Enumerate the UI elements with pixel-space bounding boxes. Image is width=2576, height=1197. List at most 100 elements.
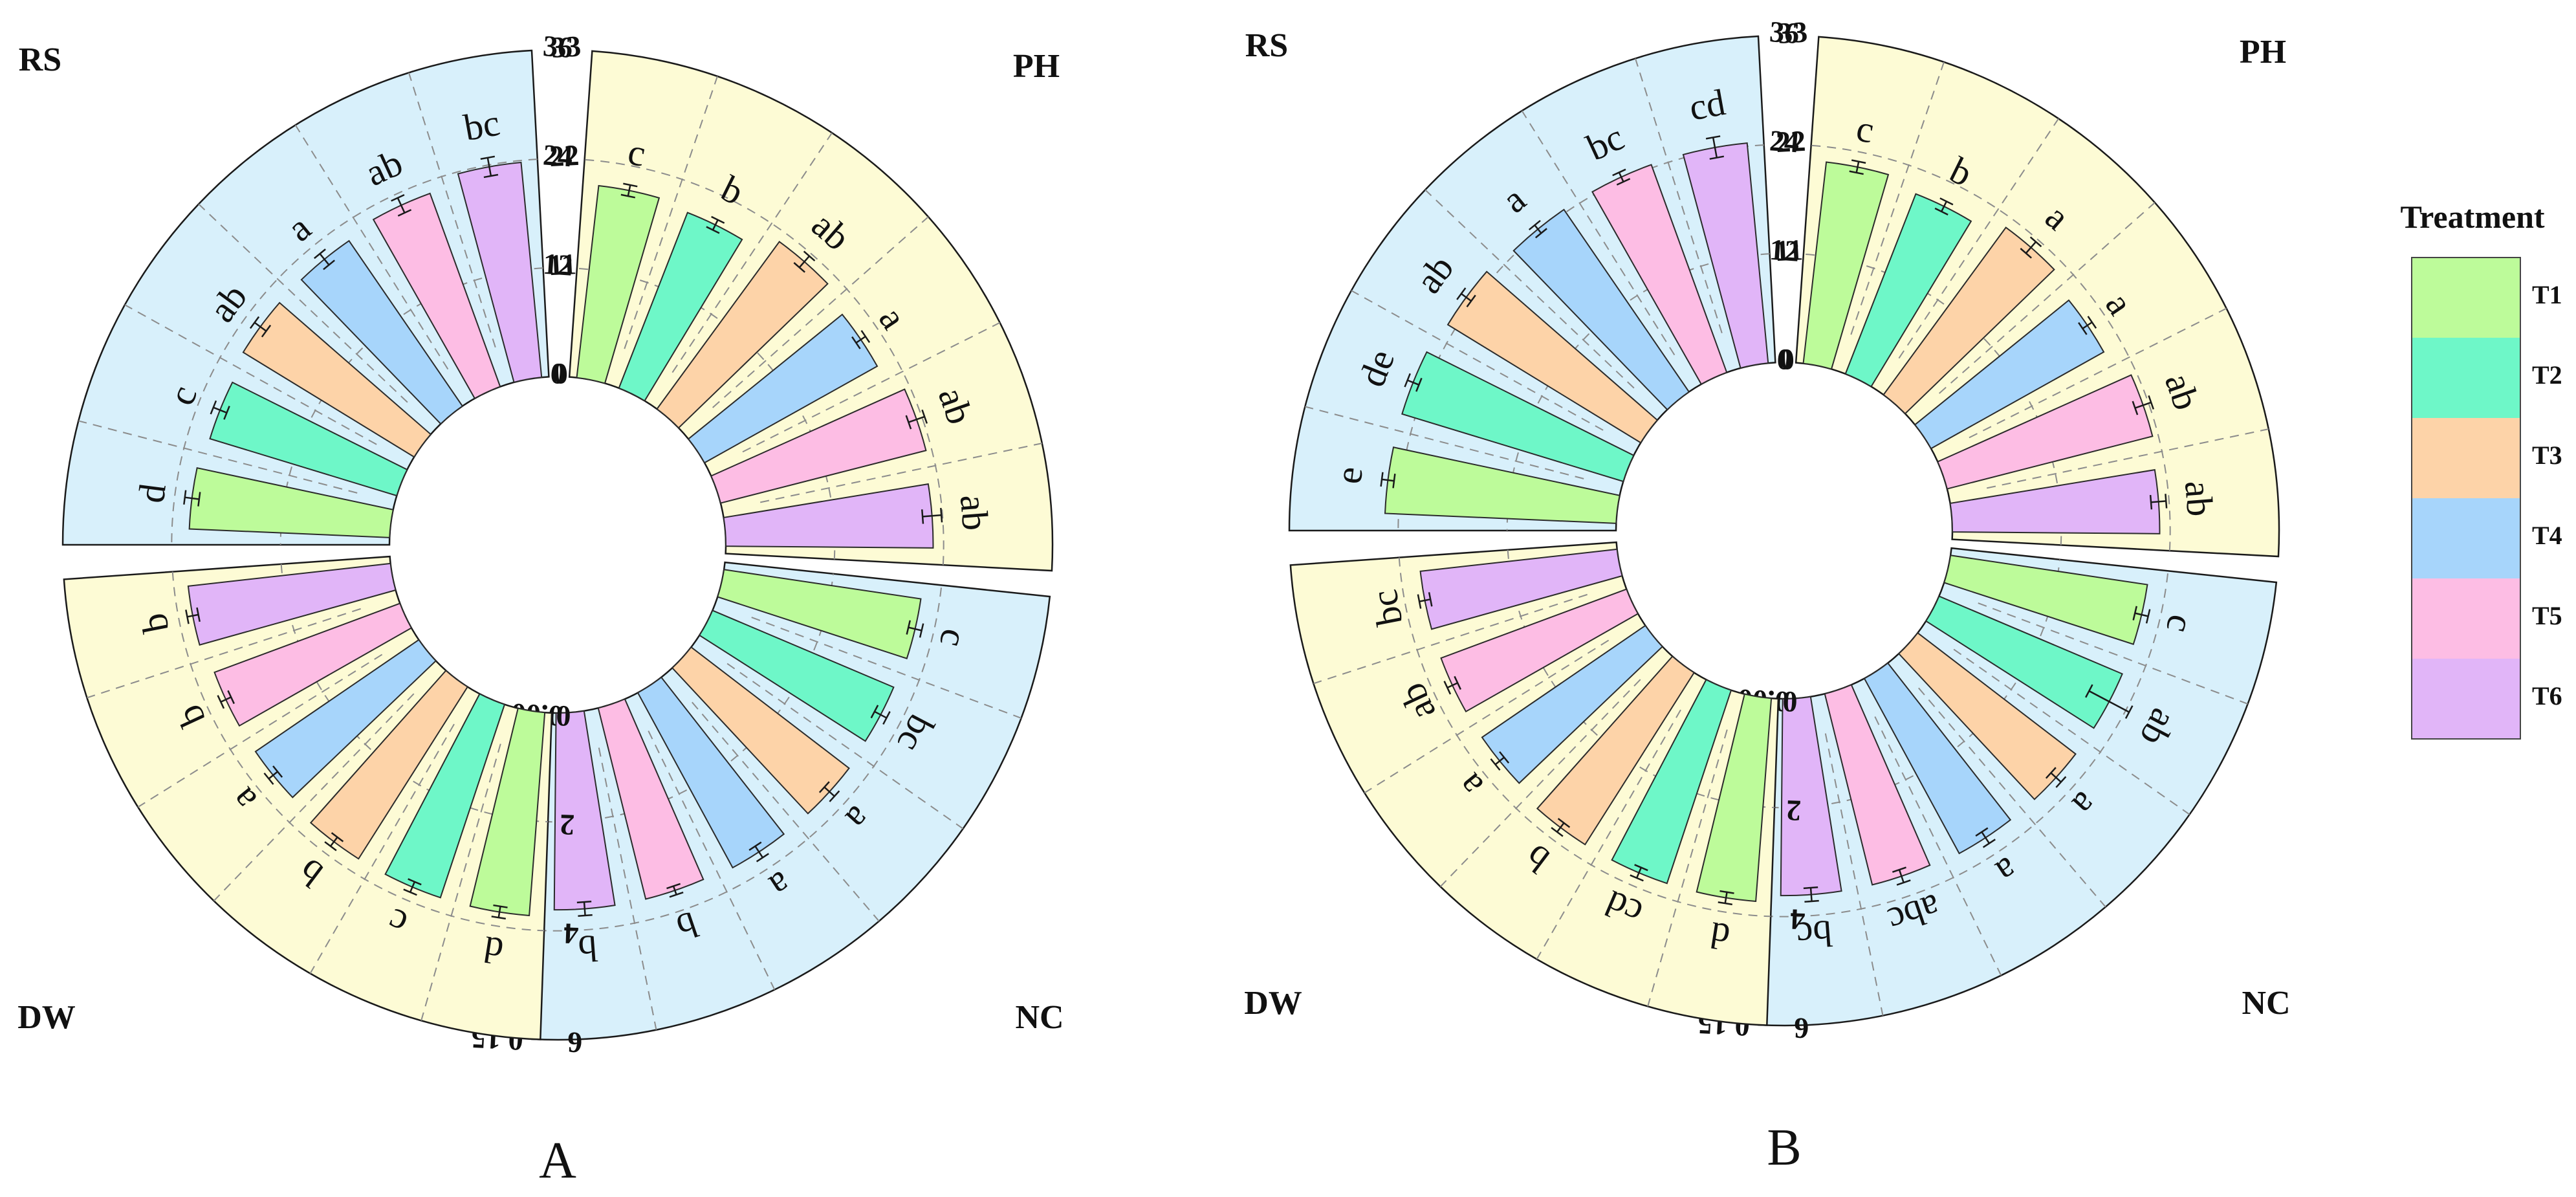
legend-label-t6: T6 <box>2532 681 2562 710</box>
gridline-spoke <box>1635 58 1723 334</box>
gridline-spoke <box>742 322 1001 453</box>
gridline-spoke <box>1898 118 2059 359</box>
error-bar <box>2045 767 2067 788</box>
gridline-spoke <box>1439 679 1641 887</box>
significance-label: ab <box>952 493 997 532</box>
gridline-spoke <box>294 124 449 370</box>
bar-nc-t6 <box>1780 696 1842 897</box>
variable-label-ph: PH <box>2240 34 2286 71</box>
legend-title: Treatment <box>2400 199 2544 235</box>
gridline-spoke <box>1953 648 2190 815</box>
sector-background <box>1289 541 1780 1026</box>
gridline-arc <box>1763 571 2169 917</box>
error-bar <box>793 250 816 273</box>
gridline-spoke <box>1364 639 1610 794</box>
tick-label: 4 <box>1789 903 1806 936</box>
legend-swatch-t2 <box>2412 338 2520 418</box>
error-bar <box>1718 890 1734 906</box>
tick-label: 0 <box>552 357 569 390</box>
error-bar <box>2132 395 2155 415</box>
bar-ph-t6 <box>723 483 934 549</box>
bar-ph-t1 <box>1802 161 1890 370</box>
bar-dw-t3 <box>309 669 469 860</box>
gridline-spoke <box>1978 602 2248 705</box>
gridline-arc <box>537 585 943 932</box>
legend-swatch-t1 <box>2412 258 2520 338</box>
bar-dw-t1 <box>1696 693 1773 903</box>
bar-ph-t2 <box>1844 193 1972 388</box>
error-bar <box>2132 606 2151 624</box>
error-bar <box>1417 592 1433 609</box>
significance-label: b <box>577 927 599 971</box>
error-bar <box>906 620 924 638</box>
error-bar <box>324 832 344 851</box>
gridline-spoke <box>87 608 361 699</box>
error-bar <box>1490 751 1510 771</box>
tick-label: 12 <box>1769 233 1800 268</box>
tick-label: 11 <box>547 247 577 281</box>
bar-rs-t3 <box>242 302 432 458</box>
error-bar <box>1849 159 1866 175</box>
bar-ph-t4 <box>687 313 879 464</box>
gridline-spoke <box>420 743 501 1021</box>
tick-label: 2 <box>1785 794 1802 828</box>
bar-nc-t4 <box>637 676 785 869</box>
gridline-spoke <box>1969 307 2227 439</box>
error-bar <box>183 490 201 507</box>
tick-label: 6 <box>567 1026 583 1060</box>
legend-label-t3: T3 <box>2532 441 2562 470</box>
variable-label-nc: NC <box>1015 999 1064 1036</box>
bar-rs-t5 <box>1591 164 1728 386</box>
bar-rs-t4 <box>300 239 464 425</box>
panel-b-chart: 0112233edeababccdRS0122436cbaaababPH0.00… <box>1244 15 2290 1176</box>
bar-nc-t3 <box>1897 631 2077 800</box>
variable-label-rs: RS <box>19 41 61 78</box>
error-bar <box>2020 236 2042 259</box>
bar-dw-t4 <box>254 639 437 798</box>
bar-dw-t5 <box>1440 588 1639 713</box>
error-bar <box>706 215 725 234</box>
error-bar <box>1705 135 1724 160</box>
error-bar <box>2085 684 2134 719</box>
error-bar <box>1380 472 1396 489</box>
variable-label-dw: DW <box>1244 985 1302 1022</box>
error-bar <box>2078 316 2097 335</box>
bar-nc-t1 <box>1943 555 2148 646</box>
tick-label: 0 <box>1778 342 1795 376</box>
bar-dw-t6 <box>1419 548 1623 630</box>
variable-label-rs: RS <box>1245 27 1288 64</box>
bar-dw-t6 <box>187 562 397 646</box>
gridline-spoke <box>726 663 964 829</box>
error-bar <box>748 841 769 862</box>
gridline-spoke <box>692 701 880 922</box>
error-bar <box>576 900 593 917</box>
gridline-spoke <box>1351 290 1604 431</box>
bar-nc-t3 <box>671 646 850 815</box>
panel-label: A <box>539 1132 576 1189</box>
bar-nc-t2 <box>698 609 895 742</box>
bar-dw-t2 <box>1611 679 1732 884</box>
tick-label: 0 <box>549 357 567 390</box>
gridline-spoke <box>1536 709 1681 960</box>
gridline-arc <box>576 267 836 560</box>
bar-ph-t4 <box>1914 299 2105 450</box>
gridline-spoke <box>213 693 415 901</box>
tick-label: 4 <box>563 917 579 950</box>
bar-ph-t5 <box>710 388 927 504</box>
error-bar <box>1612 168 1631 186</box>
gridline-spoke <box>408 72 496 348</box>
gridline-spoke <box>1521 110 1675 356</box>
tick-label: 22 <box>1775 124 1807 159</box>
gridline-spoke <box>1874 716 2002 976</box>
error-bar <box>1934 197 1954 215</box>
tick-label: 33 <box>551 30 582 64</box>
bar-dw-t3 <box>1536 655 1696 846</box>
gridline-spoke <box>1424 189 1635 389</box>
gridline-spoke <box>1986 428 2269 489</box>
sector-background <box>568 50 1054 572</box>
bar-ph-t3 <box>1883 226 2055 415</box>
bar-rs-t2 <box>209 381 408 497</box>
gridline-spoke <box>712 216 929 408</box>
